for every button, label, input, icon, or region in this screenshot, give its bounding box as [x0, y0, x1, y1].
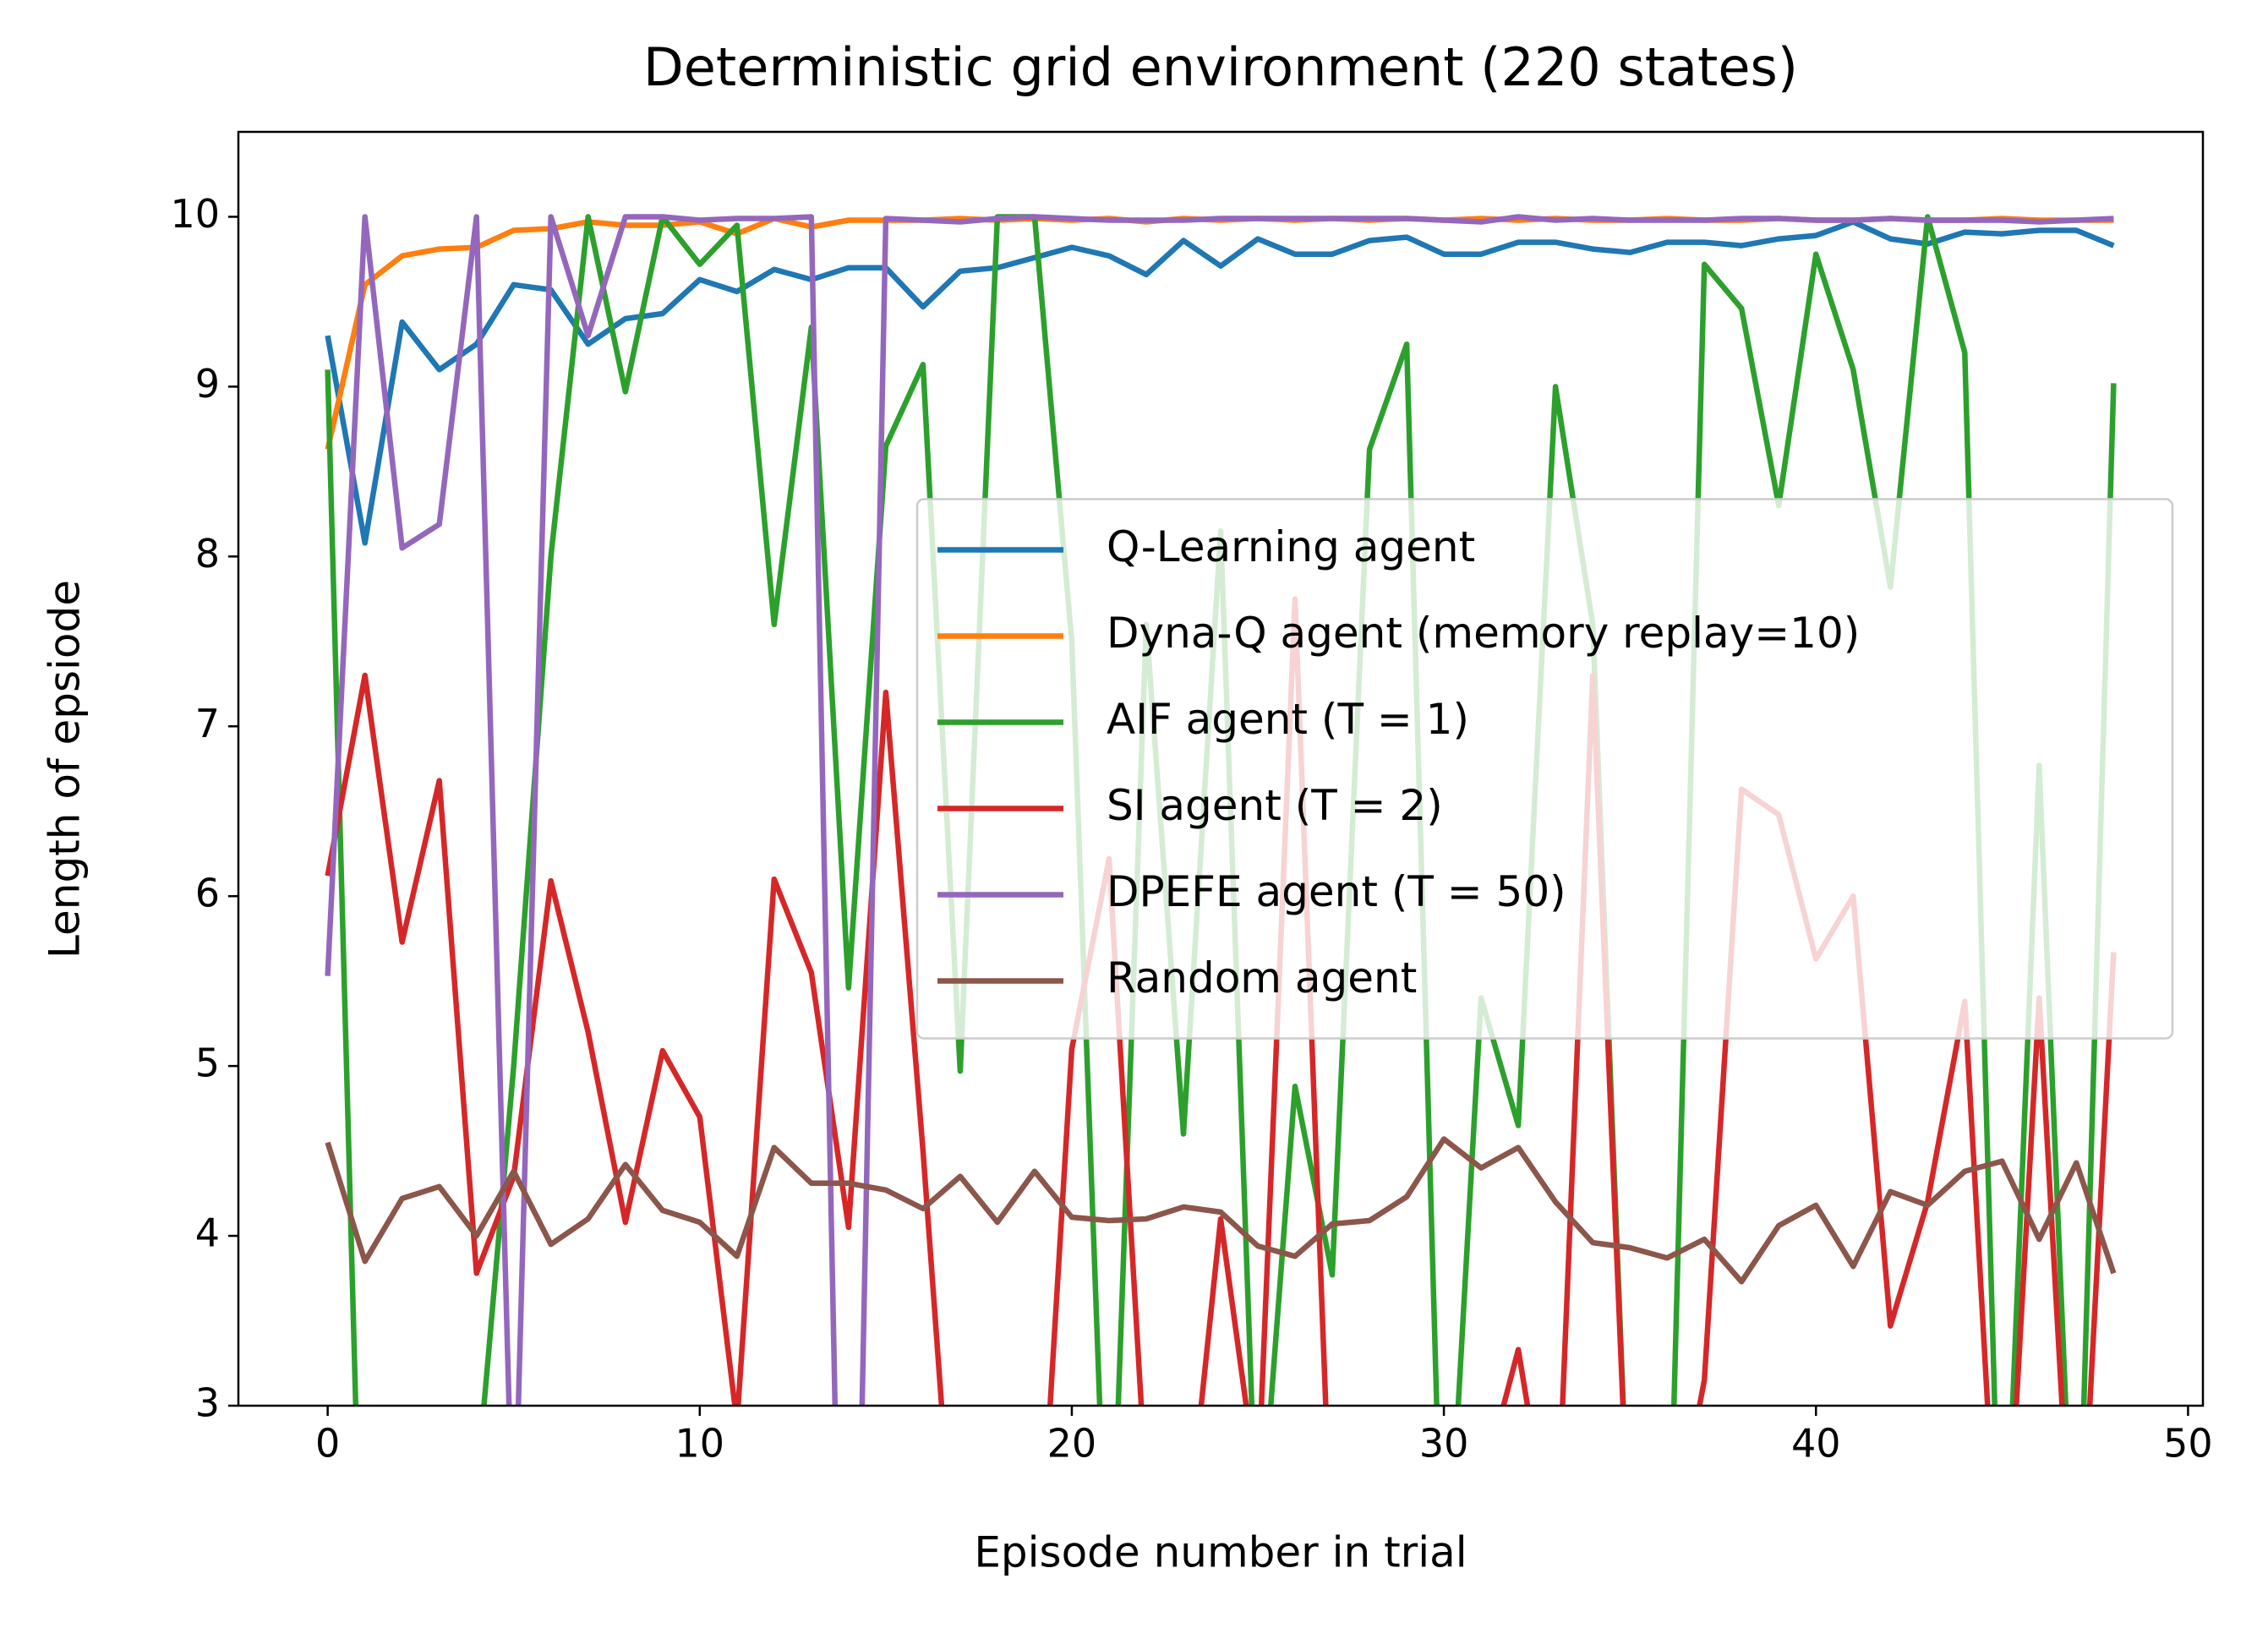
y-tick-label: 5: [195, 1041, 220, 1086]
x-tick-label: 0: [315, 1421, 340, 1467]
x-tick-label: 40: [1791, 1421, 1841, 1467]
legend-label: AIF agent (T = 1): [1107, 695, 1469, 744]
x-tick-label: 10: [675, 1421, 725, 1467]
y-tick-label: 4: [195, 1210, 220, 1256]
x-axis-label: Episode number in trial: [974, 1528, 1467, 1577]
y-tick-label: 9: [195, 361, 220, 407]
legend-label: Dyna-Q agent (memory replay=10): [1107, 609, 1860, 658]
chart-title: Deterministic grid environment (220 stat…: [643, 36, 1798, 98]
x-tick-label: 20: [1047, 1421, 1097, 1467]
series-line: [325, 214, 2114, 1406]
y-axis-label: Length of epsiode: [41, 580, 90, 959]
legend: Q-Learning agent Dyna-Q agent (memory rep…: [915, 498, 2174, 1040]
y-tick-label: 3: [195, 1380, 220, 1426]
legend-label: SI agent (T = 2): [1107, 781, 1443, 830]
axes-frame: [237, 130, 2205, 1407]
legend-label: DPEFE agent (T = 50): [1107, 867, 1566, 916]
y-tick-label: 10: [170, 191, 220, 237]
y-tick-label: 6: [195, 871, 220, 916]
legend-label: Random agent: [1107, 953, 1417, 1002]
y-tick-label: 7: [195, 701, 220, 746]
legend-label: Q-Learning agent: [1107, 522, 1475, 571]
x-tick-label: 30: [1419, 1421, 1469, 1467]
legend-box: [915, 498, 2174, 1040]
y-tick-label: 8: [195, 531, 220, 576]
series-line: [325, 1136, 2117, 1285]
series-line: [325, 219, 2115, 546]
x-tick-label: 50: [2163, 1421, 2213, 1467]
